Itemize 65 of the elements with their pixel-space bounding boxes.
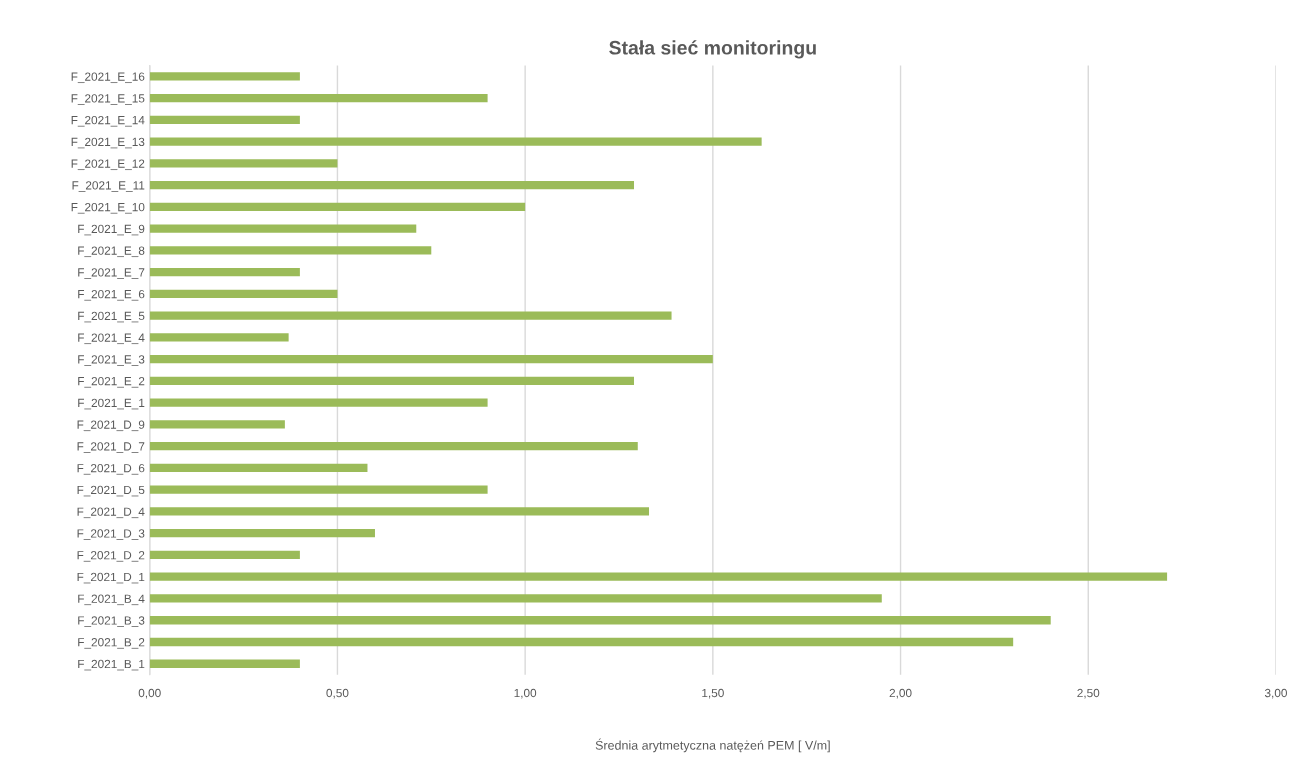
x-tick-label: 2,00	[889, 688, 912, 699]
bar	[149, 137, 762, 146]
bar	[149, 659, 300, 668]
y-tick-label: F_2021_E_6	[78, 289, 145, 301]
bar	[149, 202, 526, 212]
x-tick-label: 1,50	[702, 688, 724, 699]
bar	[149, 398, 488, 407]
x-tick-label: 0,50	[326, 688, 349, 699]
y-tick-label: F_2021_D_3	[77, 529, 145, 540]
y-tick-label: F_2021_D_5	[77, 485, 145, 497]
bar	[149, 246, 432, 255]
y-tick-label: F_2021_D_7	[77, 442, 145, 453]
x-axis-title: Średnia arytmetyczna natężeń PEM [ V/m]	[595, 738, 830, 753]
y-tick-label: F_2021_D_4	[77, 507, 145, 519]
x-tick-label: 0,00	[138, 688, 161, 699]
bar	[149, 637, 1014, 647]
x-tick-label: 3,00	[1264, 688, 1287, 699]
bar	[149, 550, 300, 560]
y-tick-label: F_2021_E_7	[78, 268, 145, 279]
bar	[149, 115, 300, 125]
bar	[149, 311, 672, 320]
bar	[149, 72, 300, 81]
bar	[149, 224, 417, 233]
chart-title: Stała sieć monitoringu	[609, 40, 816, 59]
bar	[149, 333, 289, 342]
y-tick-label: F_2021_D_6	[77, 464, 145, 475]
bar	[149, 181, 635, 190]
y-tick-label: F_2021_E_10	[71, 202, 145, 214]
y-tick-label: F_2021_E_5	[78, 311, 145, 323]
bar	[149, 572, 1168, 581]
y-tick-label: F_2021_B_3	[78, 616, 145, 627]
bar	[149, 616, 1051, 625]
y-tick-label: F_2021_B_2	[78, 638, 145, 649]
x-tick-label: 2,50	[1077, 688, 1100, 699]
bar	[149, 289, 338, 299]
y-tick-label: F_2021_E_2	[78, 376, 145, 388]
y-tick-label: F_2021_D_1	[77, 572, 145, 584]
y-tick-label: F_2021_E_1	[78, 398, 145, 410]
y-tick-label: F_2021_E_3	[78, 355, 145, 366]
y-tick-label: F_2021_D_2	[77, 551, 145, 562]
y-tick-label: F_2021_B_1	[78, 659, 145, 671]
y-tick-label: F_2021_E_16	[71, 72, 145, 84]
y-tick-label: F_2021_E_15	[71, 94, 145, 105]
bar	[149, 485, 488, 494]
bar	[149, 442, 638, 451]
bar	[149, 594, 882, 603]
y-tick-label: F_2021_E_8	[78, 246, 145, 258]
y-tick-label: F_2021_E_9	[78, 224, 145, 236]
y-tick-label: F_2021_E_13	[71, 137, 145, 149]
y-tick-label: F_2021_B_4	[78, 594, 145, 606]
bar	[149, 159, 338, 168]
bar	[149, 420, 285, 429]
y-tick-label: F_2021_D_9	[77, 420, 145, 432]
y-tick-label: F_2021_E_14	[71, 115, 145, 127]
bar	[149, 268, 300, 277]
bar	[149, 463, 368, 473]
x-tick-label: 1,00	[514, 688, 537, 699]
y-tick-label: F_2021_E_12	[71, 159, 145, 171]
y-tick-label: F_2021_E_4	[78, 333, 145, 345]
bar	[149, 529, 375, 538]
bar	[149, 376, 635, 386]
bar	[149, 355, 713, 364]
y-tick-label: F_2021_E_11	[72, 181, 145, 192]
bar	[149, 507, 650, 516]
bar	[149, 94, 488, 103]
